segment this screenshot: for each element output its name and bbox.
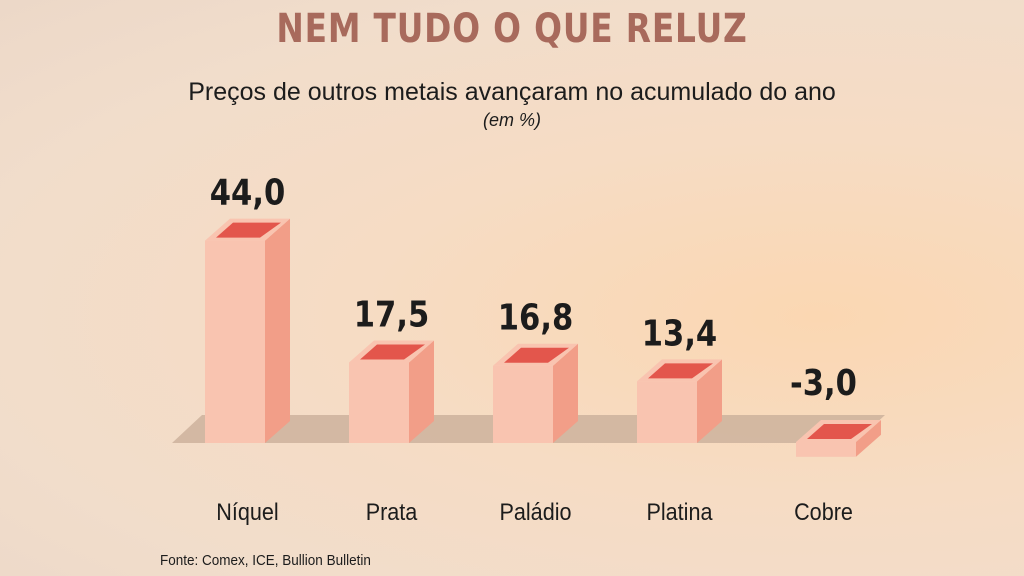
value-labels-group: 44,0 17,5 16,8 13,4 -3,0 (210, 171, 857, 403)
value-label-platina: 13,4 (642, 312, 717, 354)
bar-top-inner-paladio (504, 347, 569, 363)
category-labels-group: Níquel Prata Paládio Platina Cobre (216, 498, 853, 525)
category-label-paladio: Paládio (499, 498, 571, 525)
bar-front-niquel (205, 240, 265, 443)
value-label-niquel: 44,0 (210, 171, 285, 213)
category-label-cobre: Cobre (794, 498, 853, 525)
bar-front-cobre (796, 442, 856, 457)
bar-top-inner-prata (360, 344, 425, 360)
bar-side-paladio (553, 343, 578, 443)
bar-side-prata (409, 340, 434, 443)
bar-front-prata (349, 362, 409, 443)
bar-front-paladio (493, 365, 553, 443)
bar-top-inner-cobre (807, 424, 872, 439)
value-label-prata: 17,5 (354, 293, 429, 335)
value-label-cobre: -3,0 (790, 362, 857, 404)
chart-title: NEM TUDO O QUE RELUZ (276, 6, 748, 52)
bar-cobre (796, 420, 881, 457)
bar-side-cobre (856, 420, 881, 457)
category-label-prata: Prata (366, 498, 418, 525)
bar-platina (637, 359, 722, 443)
chart-subtitle: Preços de outros metais avançaram no acu… (188, 78, 836, 106)
source-note: Fonte: Comex, ICE, Bullion Bulletin (160, 552, 371, 569)
bar-niquel (205, 218, 290, 443)
category-label-platina: Platina (646, 498, 712, 525)
bars-group (205, 218, 881, 457)
value-label-paladio: 16,8 (498, 296, 573, 338)
bar-top-inner-platina (648, 363, 713, 379)
bar-paladio (493, 343, 578, 443)
bar-top-inner-niquel (216, 222, 281, 238)
category-label-niquel: Níquel (216, 498, 278, 525)
unit-label: (em %) (483, 110, 541, 130)
bar-side-niquel (265, 218, 290, 443)
bar-front-platina (637, 381, 697, 443)
bar-prata (349, 340, 434, 443)
bar-side-platina (697, 359, 722, 443)
